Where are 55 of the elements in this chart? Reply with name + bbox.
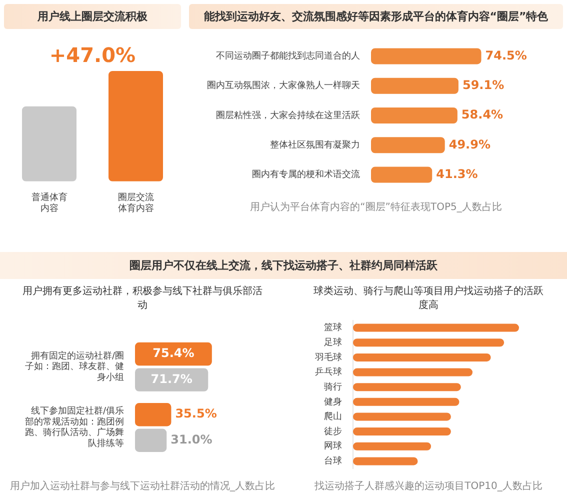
bar <box>371 166 432 183</box>
data-label: 59.1% <box>462 78 504 92</box>
y-tick-label: 羽毛球 <box>315 352 342 363</box>
data-label: 74.5% <box>485 48 527 62</box>
bar <box>353 368 473 376</box>
data-label: 71.7% <box>150 372 192 386</box>
bar <box>353 398 460 406</box>
chart-title: 用户线上圈层交流积极 <box>4 4 181 29</box>
y-tick-label: 网球 <box>324 440 342 452</box>
chart-title: 用户拥有更多运动社群，积极参与线下社群与俱乐部活动 <box>22 284 264 312</box>
bar <box>371 107 458 124</box>
bar <box>371 137 445 154</box>
y-tick-label: 乒乓球 <box>315 366 342 378</box>
y-tick-label: 整体社区氛围有凝聚力 <box>270 139 360 150</box>
y-tick-label: 不同运动圈子都能找到志同道合的人 <box>216 50 360 62</box>
y-tick-label: 徒步 <box>324 426 342 437</box>
y-tick-label: 拥有固定的运动社群/圈子如：跑团、球友群、健身小组 <box>25 350 124 384</box>
bar <box>353 383 461 392</box>
text: +47.0% <box>48 43 137 67</box>
bar <box>353 353 491 362</box>
bar <box>371 78 458 94</box>
y-tick-label: 圈层粘性强，大家会持续在这里活跃 <box>216 110 360 121</box>
data-label: 49.9% <box>448 137 490 152</box>
data-label: 75.4% <box>152 346 194 360</box>
y-tick-label: 篮球 <box>324 322 342 334</box>
data-label: 31.0% <box>170 432 212 447</box>
data-label: 35.5% <box>175 406 217 421</box>
bar <box>353 457 418 466</box>
chart-title: 球类运动、骑行与爬山等项目用户找运动搭子的活跃度高 <box>312 284 544 312</box>
y-tick-label: 足球 <box>324 336 342 348</box>
y-tick-label: 健身 <box>324 396 342 408</box>
text: 圈层用户不仅在线上交流，线下找运动搭子、社群约局同样活跃 <box>0 252 567 279</box>
x-tick-label: 普通体育内容 <box>31 192 68 214</box>
y-tick-label: 骑行 <box>324 381 342 392</box>
bar <box>353 412 451 421</box>
bar <box>135 368 208 392</box>
chart-title: 能找到运动好友、交流氛围感好等因素形成平台的体育内容“圈层”特色 <box>189 4 563 29</box>
y-tick-label: 圈内互动氛围浓，大家像熟人一样聊天 <box>207 80 360 92</box>
bar <box>353 428 451 436</box>
text: 用户加入运动社群与参与线下运动社群活动的情况_人数占比 <box>9 480 276 493</box>
y-tick-label: 台球 <box>324 456 342 467</box>
bar <box>135 403 172 426</box>
text: 找运动搭子人群感兴趣的运动项目TOP10_人数占比 <box>314 480 544 493</box>
data-label: 58.4% <box>461 108 504 122</box>
x-tick-label: 圈层交流体育内容 <box>118 192 154 214</box>
y-tick-label: 线下参加固定社群/俱乐部的常规活动如：跑团例跑、骑行队活动、广场舞队排练等 <box>25 406 124 450</box>
y-tick-label: 爬山 <box>324 411 342 422</box>
text: 用户认为平台体育内容的“圈层”特征表现TOP5_人数占比 <box>249 200 503 214</box>
bar <box>353 324 519 332</box>
bar <box>353 338 504 347</box>
y-tick-label: 圈内有专属的梗和术语交流 <box>252 169 360 180</box>
bar <box>353 442 432 450</box>
data-label: 41.3% <box>436 166 478 181</box>
bar <box>371 48 482 64</box>
bar <box>135 428 167 452</box>
